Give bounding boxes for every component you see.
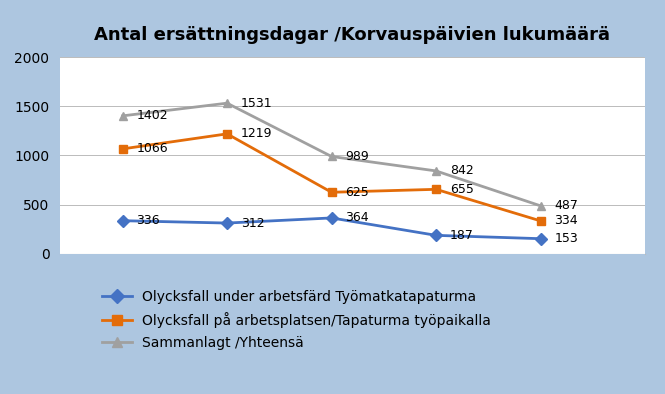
Text: 334: 334 <box>555 214 578 227</box>
Legend: Olycksfall under arbetsfärd Työmatkatapaturma, Olycksfall på arbetsplatsen/Tapat: Olycksfall under arbetsfärd Työmatkatapa… <box>96 285 496 355</box>
Text: 655: 655 <box>450 183 474 196</box>
Text: 1219: 1219 <box>241 127 273 140</box>
Text: 187: 187 <box>450 229 474 242</box>
Text: Antal ersättningsdagar /Korvauspäivien lukumäärä: Antal ersättningsdagar /Korvauspäivien l… <box>94 26 610 44</box>
Text: 842: 842 <box>450 164 473 177</box>
Text: 336: 336 <box>136 214 160 227</box>
Text: 364: 364 <box>345 212 369 225</box>
Text: 153: 153 <box>555 232 578 245</box>
Text: 312: 312 <box>241 217 265 230</box>
Text: 1531: 1531 <box>241 97 273 110</box>
Text: 1402: 1402 <box>136 110 168 123</box>
Text: 487: 487 <box>555 199 579 212</box>
Text: 989: 989 <box>345 150 369 163</box>
Text: 1066: 1066 <box>136 142 168 155</box>
Text: 625: 625 <box>345 186 369 199</box>
